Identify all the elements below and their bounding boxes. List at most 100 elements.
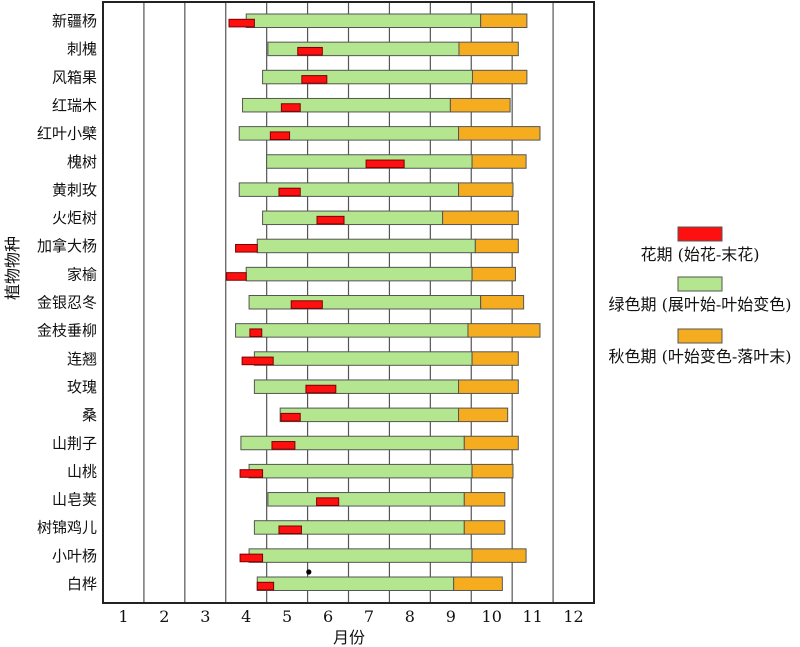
autumn-period-bar [463, 520, 506, 535]
species-label: 红瑞木 [52, 96, 97, 114]
flower-period-bar [301, 75, 328, 84]
species-label: 黄刺玫 [52, 181, 97, 199]
green-period-bar [248, 548, 473, 563]
autumn-period-bar [471, 266, 516, 282]
autumn-period-bar [442, 210, 519, 226]
autumn-period-bar [471, 351, 519, 366]
autumn-period-bar [474, 238, 519, 254]
x-tick-label: 2 [159, 607, 169, 626]
plot-frame [102, 1, 595, 604]
flower-period-bar [316, 497, 340, 506]
x-tick-label: 11 [522, 607, 542, 626]
autumn-period-bar [458, 182, 514, 197]
flower-period-bar [239, 469, 264, 478]
flower-period-bar [249, 328, 263, 338]
x-tick-label: 12 [563, 607, 583, 626]
green-period-bar [235, 323, 469, 338]
autumn-period-bar [471, 69, 528, 85]
x-tick-label: 10 [482, 607, 502, 626]
autumn-period-bar [471, 548, 527, 563]
autumn-period-bar [458, 407, 509, 423]
legend-swatch-green [677, 276, 723, 292]
flower-period-bar [271, 441, 296, 450]
autumn-period-bar [467, 323, 541, 338]
species-label: 桑 [82, 406, 97, 424]
green-period-bar [279, 407, 460, 423]
legend: 花期 (始花-末花) 绿色期 (展叶始-叶始变色) 秋色期 (叶始变色-落叶末) [609, 226, 792, 366]
autumn-period-bar [458, 41, 519, 57]
autumn-period-bar [463, 435, 519, 451]
green-period-bar [245, 13, 482, 28]
y-axis-title: 植物物种 [3, 236, 22, 300]
x-tick-label: 7 [364, 607, 374, 626]
x-tick-label: 4 [241, 607, 251, 626]
species-label: 金银忍冬 [37, 294, 97, 312]
green-period-bar [248, 463, 473, 479]
species-label: 加拿大杨 [37, 237, 97, 255]
species-label: 树锦鸡儿 [37, 519, 97, 537]
flower-period-bar [280, 103, 301, 112]
autumn-period-bar [458, 126, 541, 141]
green-period-bar [256, 238, 476, 254]
species-label: 连翘 [67, 350, 97, 368]
autumn-period-bar [458, 379, 519, 394]
bars [226, 13, 541, 591]
green-period-bar [248, 295, 482, 310]
autumn-period-bar [449, 97, 511, 113]
autumn-period-bar [480, 295, 525, 310]
x-tick-label: 8 [405, 607, 415, 626]
point-marker [306, 569, 312, 575]
species-label: 金枝垂柳 [37, 322, 97, 340]
green-period-bar [256, 576, 455, 591]
flower-period-bar [365, 159, 405, 169]
species-label: 刺槐 [67, 40, 97, 58]
flower-period-bar [256, 581, 275, 591]
x-axis-title: 月份 [333, 628, 365, 647]
autumn-period-bar [480, 13, 528, 28]
flower-period-bar [235, 244, 258, 253]
x-tick-label: 1 [118, 607, 128, 626]
legend-swatch-autumn [677, 328, 723, 344]
flower-period-bar [278, 187, 301, 197]
x-tick-label: 6 [323, 607, 333, 626]
x-tick-label: 5 [282, 607, 292, 626]
flower-period-bar [278, 525, 302, 535]
green-period-bar [253, 379, 460, 394]
green-period-bar [267, 41, 460, 57]
green-period-bar [262, 69, 473, 85]
species-label: 小叶杨 [52, 547, 97, 565]
autumn-period-bar [471, 463, 514, 479]
green-period-bar [242, 97, 451, 113]
autumn-period-bar [463, 492, 506, 507]
flower-period-bar [290, 300, 323, 309]
green-period-bar [238, 182, 460, 197]
species-labels: 新疆杨刺槐风箱果红瑞木红叶小檗槐树黄刺玫火炬树加拿大杨家榆金银忍冬金枝垂柳连翘玫… [37, 12, 97, 593]
species-label: 白桦 [67, 575, 97, 593]
species-label: 火炬树 [52, 209, 97, 227]
green-period-bar [267, 492, 465, 507]
flower-period-bar [316, 215, 345, 225]
green-period-bar [262, 210, 444, 226]
flower-period-bar [305, 384, 337, 394]
species-label: 玫瑰 [67, 378, 97, 396]
flower-period-bar [239, 553, 264, 563]
x-tick-labels: 1 2 3 4 5 6 7 8 9 10 11 12 [118, 607, 583, 626]
autumn-period-bar [453, 576, 503, 591]
legend-swatch-flower [677, 226, 723, 242]
species-label: 新疆杨 [52, 12, 97, 30]
species-label: 山桃 [67, 462, 97, 480]
flower-period-bar [228, 18, 255, 28]
autumn-period-bar [471, 154, 527, 169]
legend-label-autumn: 秋色期 (叶始变色-落叶末) [609, 347, 792, 366]
species-label: 槐树 [67, 153, 97, 171]
flower-period-bar [297, 46, 323, 56]
flower-period-bar [269, 131, 291, 140]
flower-period-bar [226, 272, 247, 281]
species-label: 山荆子 [52, 434, 97, 452]
species-label: 风箱果 [52, 68, 97, 86]
x-tick-label: 3 [200, 607, 210, 626]
flower-period-bar [280, 412, 301, 422]
x-tick-label: 9 [446, 607, 456, 626]
legend-label-green: 绿色期 (展叶始-叶始变色) [609, 295, 792, 314]
